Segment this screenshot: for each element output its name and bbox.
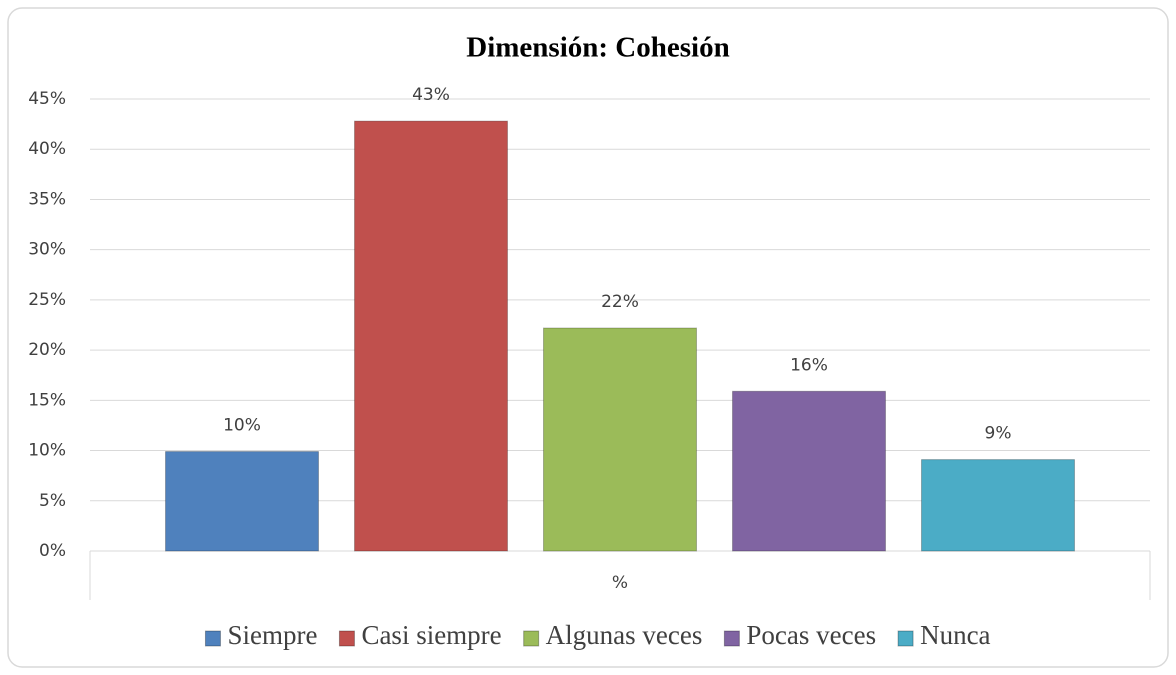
y-tick-label: 30% <box>28 240 66 260</box>
y-tick-label: 35% <box>28 189 66 209</box>
x-tick-label: % <box>612 573 628 593</box>
bar <box>921 459 1075 552</box>
legend-marker <box>723 630 740 647</box>
legend-label: Siempre <box>227 620 317 650</box>
y-tick-label: 20% <box>28 340 66 360</box>
legend-label: Casi siempre <box>361 620 501 650</box>
bar <box>543 327 697 552</box>
y-tick-label: 5% <box>39 491 66 511</box>
y-tick-label: 25% <box>28 290 66 310</box>
data-label: 43% <box>412 85 450 105</box>
legend-marker <box>523 630 540 647</box>
legend-marker <box>204 630 221 647</box>
data-label: 10% <box>223 416 261 436</box>
data-label: 16% <box>790 355 828 375</box>
data-label: 22% <box>601 292 639 312</box>
bar <box>732 390 886 552</box>
legend-marker <box>338 630 355 647</box>
legend-label: Nunca <box>920 620 990 650</box>
chart-title: Dimensión: Cohesión <box>466 32 729 64</box>
y-tick-label: 45% <box>28 89 66 109</box>
y-tick-label: 40% <box>28 139 66 159</box>
bar <box>354 120 508 552</box>
legend-label: Pocas veces <box>746 620 876 650</box>
legend-marker <box>897 630 914 647</box>
legend-label: Algunas veces <box>546 620 703 650</box>
y-tick-label: 15% <box>28 390 66 410</box>
bar <box>165 451 319 552</box>
data-label: 9% <box>985 424 1012 444</box>
y-tick-label: 0% <box>39 541 66 561</box>
y-tick-label: 10% <box>28 441 66 461</box>
